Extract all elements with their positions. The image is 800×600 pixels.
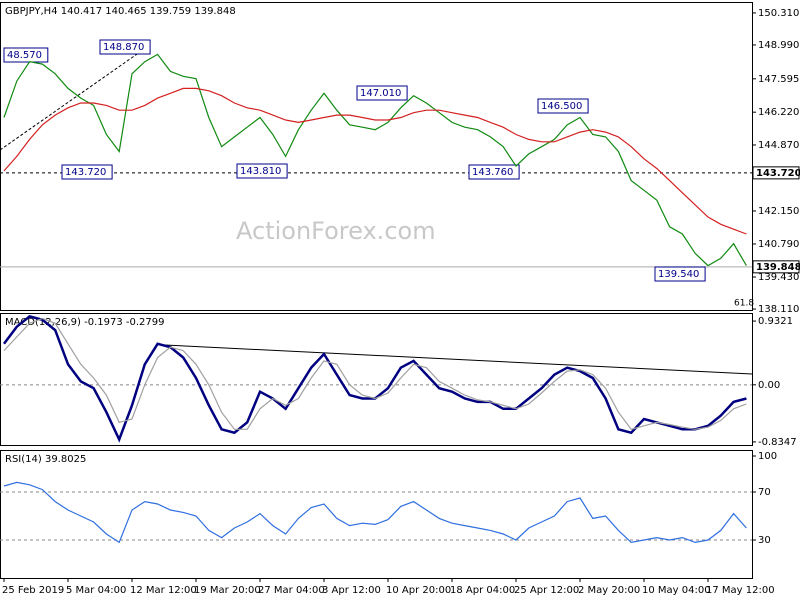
x-tick-label: 5 Mar 04:00 [66, 585, 126, 596]
y-tick-label: 150.310 [758, 8, 799, 19]
watermark: ActionForex.com [236, 217, 436, 245]
series-line [3, 481, 747, 544]
annotation: 143.760 [472, 167, 513, 178]
annotation: 143.720 [65, 167, 106, 178]
annotation-box [3, 47, 49, 63]
annotation: 48.570 [7, 50, 42, 61]
x-tick-label: 25 Feb 2019 [2, 585, 64, 596]
price-panel [0, 2, 753, 311]
price-level-box [752, 260, 800, 274]
annotation-box [99, 39, 151, 55]
annotation: 146.500 [541, 101, 582, 112]
x-tick-label: 10 May 04:00 [642, 585, 711, 596]
series-line [3, 317, 747, 430]
y-tick-label: 139.430 [758, 272, 799, 283]
x-tick-label: 17 May 12:00 [706, 585, 775, 596]
y-tick-label: 146.220 [758, 107, 799, 118]
annotation-box [61, 164, 113, 180]
rsi-panel [0, 450, 753, 579]
price-level-label: 143.720 [756, 168, 800, 179]
x-tick-label: 18 Apr 04:00 [450, 585, 515, 596]
y-tick-label: 148.990 [758, 40, 799, 51]
y-tick-label: 140.790 [758, 239, 799, 250]
y-tick-label: 0.00 [758, 380, 780, 391]
trend-line [0, 44, 151, 151]
annotation-box [236, 163, 288, 179]
y-tick-label: 0.9321 [758, 316, 793, 327]
x-tick-label: 2 May 20:00 [578, 585, 640, 596]
annotation-box [356, 85, 408, 101]
annotation-box [654, 266, 706, 282]
x-tick-label: 12 Mar 12:00 [130, 585, 197, 596]
y-tick-label: 147.595 [758, 74, 799, 85]
annotation: 139.540 [658, 269, 699, 280]
x-tick-label: 27 Mar 04:00 [258, 585, 325, 596]
annotation: 148.870 [103, 42, 144, 53]
y-tick-label: 100 [758, 451, 777, 462]
note: 61.8 [734, 299, 754, 309]
y-tick-label: 30 [758, 535, 771, 546]
y-tick-label: 138.110 [758, 304, 799, 315]
panel-title: GBPJPY,H4 140.417 140.465 139.759 139.84… [5, 6, 236, 17]
annotation: 143.810 [240, 166, 281, 177]
annotation-box [537, 98, 589, 114]
annotation-box [468, 164, 520, 180]
series-line [3, 87, 747, 235]
macd-trend-line [164, 344, 753, 375]
x-tick-label: 3 Apr 12:00 [322, 585, 381, 596]
price-level-label: 139.848 [756, 262, 800, 273]
panel-title: MACD(12,26,9) -0.1973 -0.2799 [5, 317, 165, 328]
x-tick-label: 10 Apr 20:00 [386, 585, 451, 596]
x-tick-label: 19 Mar 20:00 [194, 585, 261, 596]
macd-panel [0, 313, 753, 446]
series-line [3, 53, 747, 267]
price-level-box [752, 166, 800, 180]
x-tick-label: 25 Apr 12:00 [514, 585, 579, 596]
y-tick-label: 142.150 [758, 206, 799, 217]
panel-title: RSI(14) 39.8025 [5, 454, 86, 465]
annotation: 147.010 [360, 88, 401, 99]
y-tick-label: 70 [758, 487, 771, 498]
y-tick-label: -0.8347 [758, 437, 797, 448]
y-tick-label: 144.870 [758, 140, 799, 151]
